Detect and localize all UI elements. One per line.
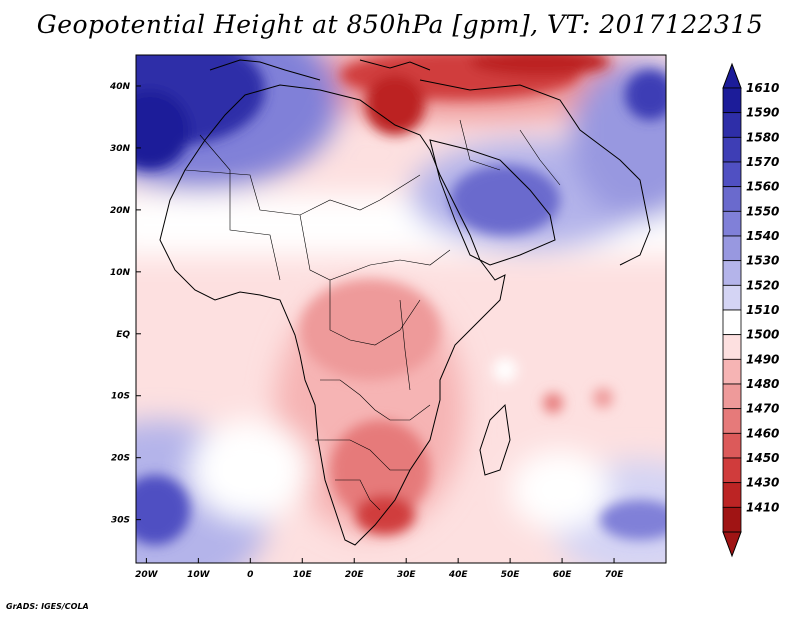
x-tick-label: 10E [293,570,313,580]
colorbar-swatch [722,87,742,114]
y-tick-label: 30N [110,144,131,154]
y-tick-label: 20N [110,206,131,216]
y-tick-label: EQ [116,330,130,340]
colorbar-swatch [722,210,742,237]
colorbar-label: 1610 [746,81,779,95]
colorbar-label: 1580 [746,130,779,144]
colorbar-label: 1450 [746,451,779,465]
coastlines [159,59,651,546]
colorbar-swatch [722,235,742,262]
colorbar-label: 1590 [746,106,779,120]
y-tick-label: 30S [111,516,130,526]
colorbar-label: 1460 [746,426,779,440]
colorbar-swatch [722,161,742,188]
colorbar-label: 1540 [746,229,779,243]
country-borders [184,119,561,511]
colorbar-swatch [722,260,742,286]
y-tick-label: 10S [111,392,130,402]
colorbar-label: 1500 [746,328,779,342]
y-tick-label: 10N [110,268,131,278]
colorbar-label: 1510 [746,303,779,317]
colorbar-swatch [722,506,742,533]
colorbar-bottom-arrow [722,531,742,558]
x-tick-label: 60E [553,570,573,580]
colorbar-swatch [722,334,742,360]
x-tick-label: 70E [605,570,625,580]
colorbar-swatch [722,358,742,385]
colorbar-swatch [722,186,742,212]
colorbar-swatch [722,284,742,311]
grads-credit: GrADS: IGES/COLA [6,602,89,611]
x-tick-label: 20W [135,570,159,580]
colorbar-swatch [722,309,742,336]
colorbar-label: 1490 [746,352,779,366]
colorbar-swatch [722,482,742,508]
colorbar-label: 1480 [746,377,779,391]
colorbar: 1610 1590 1580 1570 1560 1550 1540 1530 1520 1510… [722,62,779,558]
colorbar-swatch [722,112,742,138]
x-tick-label: 50E [501,570,521,580]
axis-ticks: 20W 10W 0 10E 20E 30E 40E 50E 60E 70E 40N 30N 20N 10N… [109,82,624,580]
y-tick-label: 40N [109,82,131,92]
map-frame [135,54,667,564]
colorbar-label: 1570 [746,155,779,169]
colorbar-label: 1560 [746,180,779,194]
colorbar-top-arrow [722,62,742,89]
colorbar-label: 1430 [746,476,779,490]
x-tick-label: 40E [448,570,469,580]
colorbar-label: 1530 [746,254,779,268]
colorbar-swatch [722,136,742,163]
x-tick-label: 20E [345,570,365,580]
colorbar-label: 1550 [746,204,779,218]
colorbar-label: 1520 [746,278,779,292]
colorbar-label: 1470 [746,402,779,416]
map-title: Geopotential Height at 850hPa [gpm], VT:… [36,10,764,39]
colorbar-swatch [722,457,742,484]
colorbar-swatch [722,432,742,459]
x-tick-label: 30E [397,570,417,580]
colorbar-label: 1410 [746,500,779,514]
colorbar-swatch [722,408,742,434]
y-tick-label: 20S [111,454,130,464]
x-tick-label: 0 [247,570,253,580]
colorbar-swatch [722,383,742,410]
height-field [136,55,666,563]
x-tick-label: 10W [187,570,211,580]
